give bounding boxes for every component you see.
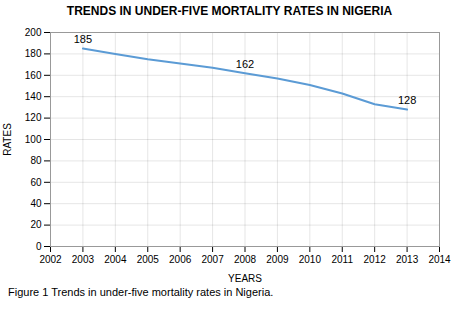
- svg-text:2003: 2003: [72, 254, 95, 265]
- svg-text:2011: 2011: [331, 254, 353, 265]
- svg-text:120: 120: [25, 112, 42, 123]
- svg-text:0: 0: [36, 241, 42, 252]
- svg-text:200: 200: [25, 27, 42, 38]
- svg-text:40: 40: [30, 198, 42, 209]
- svg-text:160: 160: [25, 70, 42, 81]
- svg-text:100: 100: [25, 134, 42, 145]
- svg-text:2014: 2014: [428, 254, 451, 265]
- svg-text:128: 128: [398, 94, 416, 106]
- html-text:Figure 1 Trends in under-five: Figure 1 Trends in under-five mortality …: [8, 286, 274, 298]
- svg-text:180: 180: [25, 48, 42, 59]
- svg-text:80: 80: [30, 155, 42, 166]
- svg-text:2009: 2009: [266, 254, 289, 265]
- svg-text:162: 162: [236, 58, 254, 70]
- svg-text:2010: 2010: [299, 254, 322, 265]
- svg-text:2006: 2006: [169, 254, 192, 265]
- svg-text:YEARS: YEARS: [228, 273, 262, 284]
- svg-text:140: 140: [25, 91, 42, 102]
- svg-text:2013: 2013: [396, 254, 419, 265]
- svg-text:RATES: RATES: [2, 123, 13, 156]
- html-text:TRENDS IN UNDER-FIVE MORTALITY: TRENDS IN UNDER-FIVE MORTALITY RATES IN …: [66, 4, 393, 18]
- svg-text:20: 20: [30, 219, 42, 230]
- svg-text:2005: 2005: [137, 254, 160, 265]
- svg-text:2007: 2007: [201, 254, 224, 265]
- svg-text:60: 60: [30, 177, 42, 188]
- svg-text:2002: 2002: [39, 254, 62, 265]
- svg-text:185: 185: [74, 33, 92, 45]
- svg-text:2008: 2008: [234, 254, 257, 265]
- svg-text:2004: 2004: [104, 254, 127, 265]
- svg-text:2012: 2012: [364, 254, 387, 265]
